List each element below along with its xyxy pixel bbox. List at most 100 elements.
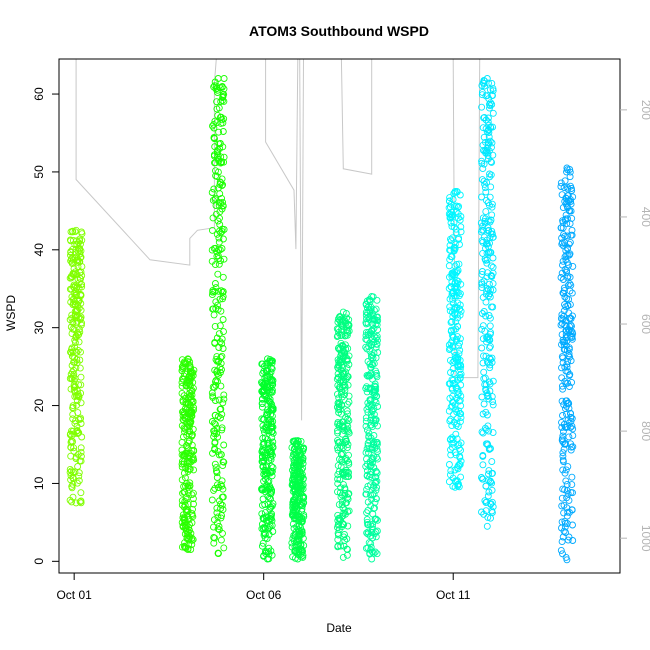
data-point: [450, 348, 458, 356]
data-point: [448, 443, 456, 451]
data-point: [73, 397, 81, 404]
data-point: [220, 255, 228, 263]
point-cluster-10: [557, 164, 577, 564]
data-point: [367, 351, 375, 359]
data-point: [296, 461, 304, 469]
x-tick-label: Oct 06: [246, 588, 282, 602]
data-point: [217, 481, 225, 489]
data-point: [71, 312, 79, 320]
data-point: [185, 526, 193, 534]
data-point: [208, 189, 216, 196]
data-point: [558, 418, 565, 426]
data-point: [558, 331, 566, 339]
data-point: [568, 226, 576, 234]
data-point: [268, 451, 276, 459]
data-point: [449, 359, 457, 366]
data-point: [456, 241, 463, 248]
data-point: [453, 383, 460, 391]
data-point: [344, 490, 352, 498]
data-point: [179, 522, 187, 530]
data-point: [188, 534, 196, 542]
data-point: [76, 498, 84, 506]
data-point: [559, 276, 567, 283]
data-point: [488, 393, 496, 401]
data-point: [220, 226, 228, 233]
data-point: [214, 413, 222, 420]
data-point: [370, 490, 378, 498]
data-point: [217, 179, 225, 187]
data-point: [180, 516, 188, 523]
data-point: [342, 437, 350, 445]
data-point: [478, 284, 486, 292]
data-point: [370, 464, 378, 471]
data-point: [339, 521, 347, 529]
data-point: [216, 322, 224, 330]
data-point: [446, 394, 454, 402]
data-point: [214, 153, 221, 161]
data-point: [218, 512, 226, 520]
data-point: [67, 452, 75, 460]
data-point: [77, 381, 85, 389]
data-point: [260, 450, 268, 458]
data-point: [482, 507, 490, 515]
data-point: [293, 498, 301, 506]
data-point: [483, 498, 491, 506]
data-point: [370, 505, 378, 512]
data-point: [448, 337, 456, 345]
data-point: [334, 399, 342, 407]
data-point: [568, 334, 576, 341]
data-point: [478, 508, 485, 516]
data-point: [482, 116, 490, 124]
data-point: [337, 484, 345, 492]
data-point: [366, 437, 374, 445]
data-point: [258, 403, 266, 411]
data-point: [334, 462, 342, 470]
data-point: [560, 242, 567, 250]
data-point: [479, 429, 487, 437]
data-point: [445, 380, 453, 388]
data-point: [366, 339, 374, 347]
data-point: [452, 318, 460, 326]
data-point: [219, 462, 227, 470]
data-point: [485, 126, 493, 134]
data-point: [77, 444, 85, 452]
data-point: [208, 226, 216, 234]
data-point: [559, 550, 566, 558]
data-point: [215, 234, 223, 242]
y2-tick-label: 800: [639, 421, 650, 441]
data-point: [217, 505, 225, 512]
data-point: [486, 336, 494, 344]
data-point: [68, 285, 76, 293]
data-point: [218, 410, 226, 418]
data-point: [178, 363, 186, 371]
data-point: [289, 437, 297, 445]
data-point: [213, 519, 221, 527]
data-point: [479, 249, 487, 257]
data-point: [364, 507, 372, 514]
data-point: [294, 555, 302, 563]
data-point: [363, 371, 371, 379]
y-tick-label: 10: [32, 476, 46, 490]
data-point: [451, 483, 459, 491]
data-point: [220, 328, 227, 336]
data-point: [76, 258, 84, 266]
data-point: [334, 542, 342, 550]
data-point: [183, 535, 191, 543]
data-point: [486, 193, 494, 201]
data-point: [182, 398, 190, 406]
data-point: [373, 453, 381, 461]
data-point: [268, 472, 276, 480]
x-axis-label: Date: [326, 621, 352, 635]
data-point: [339, 423, 347, 430]
data-point: [456, 375, 464, 383]
data-point: [71, 336, 79, 344]
data-point: [267, 512, 275, 520]
data-point: [76, 274, 84, 282]
data-point: [262, 548, 270, 556]
point-cluster-5: [288, 437, 308, 563]
data-point: [215, 104, 223, 112]
data-point: [447, 327, 455, 335]
data-point: [77, 414, 85, 422]
data-point: [373, 296, 381, 304]
points-layer: [66, 75, 577, 564]
